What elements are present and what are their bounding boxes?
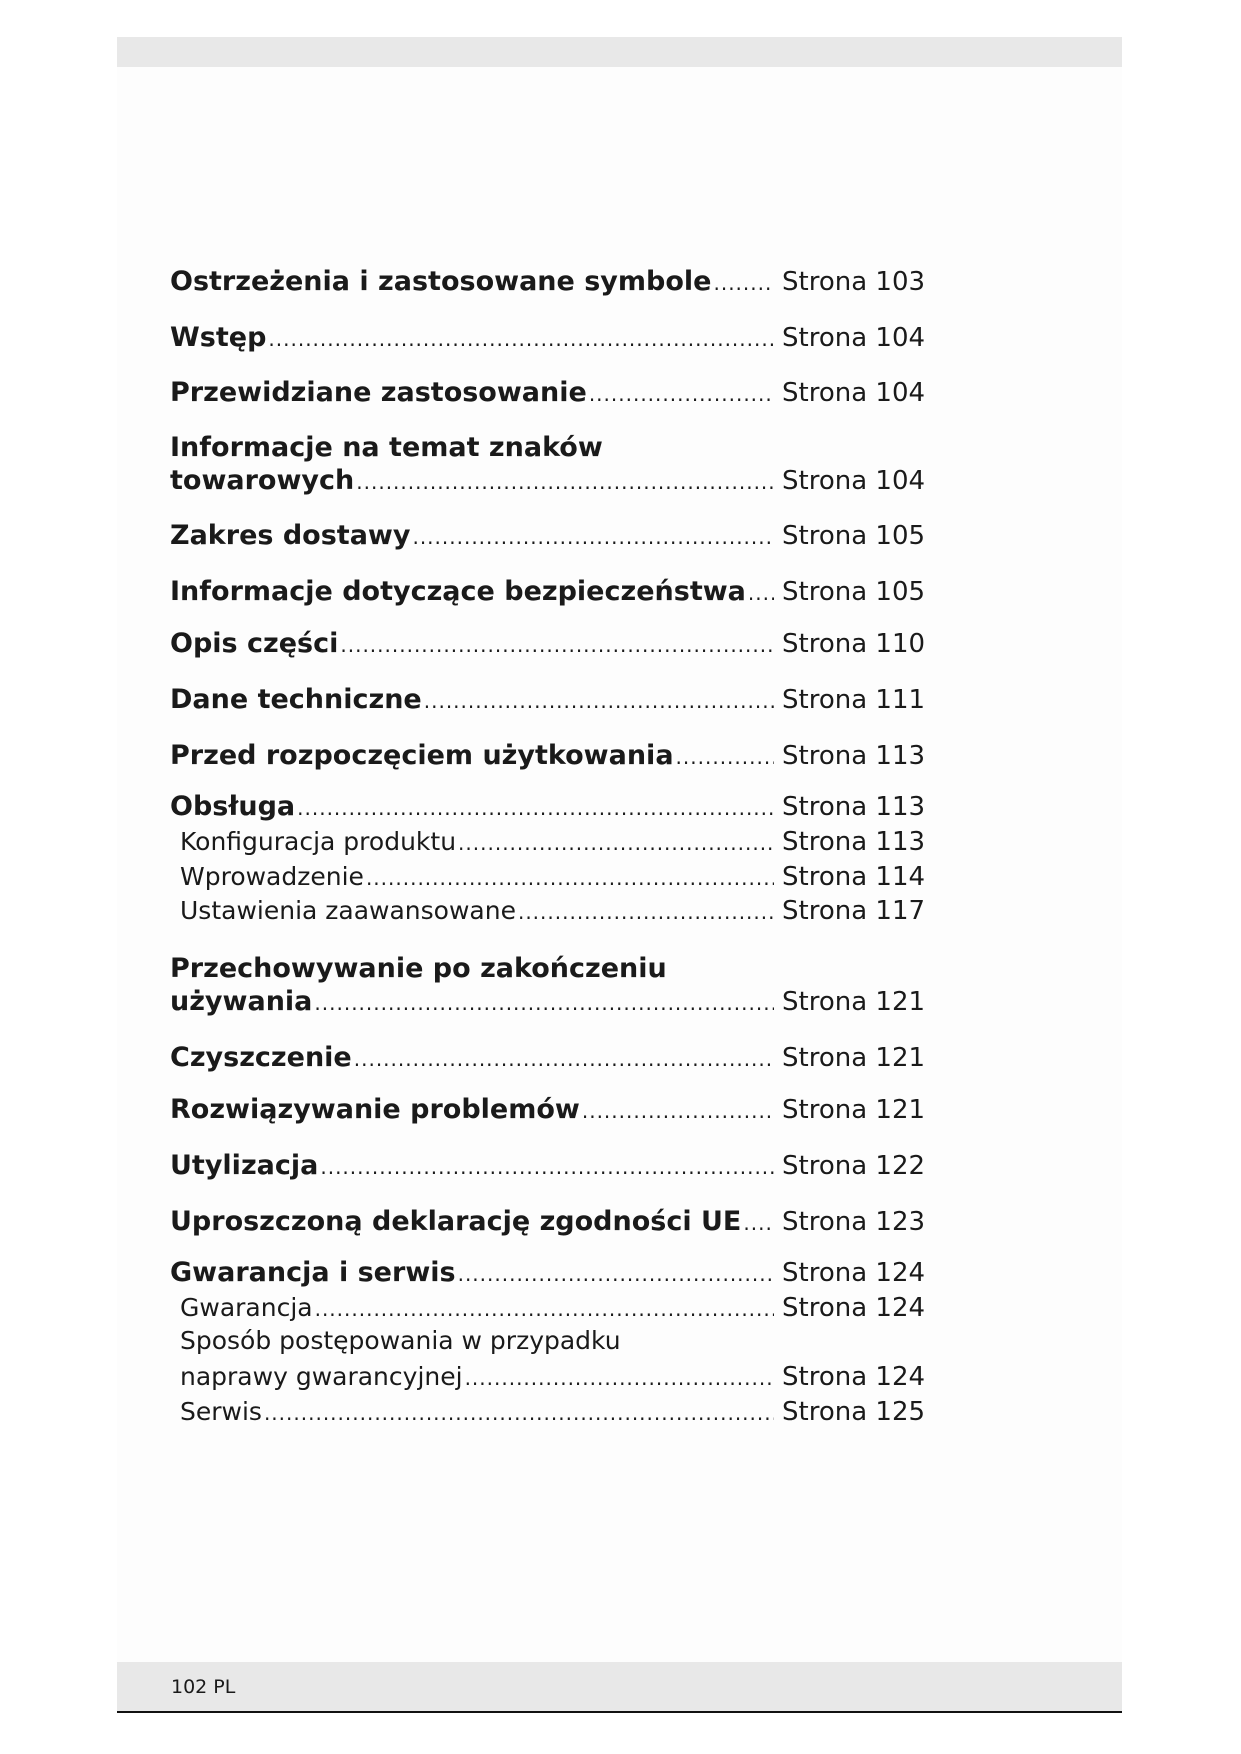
toc-entry[interactable]: Opis części Strona 110 [170, 628, 926, 659]
dot-leader [315, 1297, 774, 1321]
toc-entry[interactable]: Ostrzeżenia i zastosowane symbole Strona … [170, 266, 926, 297]
dot-leader [297, 796, 774, 820]
toc-entry-title: używania [170, 986, 313, 1017]
toc-entry-title: Obsługa [170, 791, 296, 822]
toc-entry-page: Strona 104 [782, 466, 926, 496]
toc-entry-page: Strona 113 [782, 792, 926, 822]
toc-entry[interactable]: Zakres dostawy Strona 105 [170, 520, 926, 551]
toc-entry[interactable]: naprawy gwarancyjnej Strona 124 [180, 1362, 926, 1392]
toc-entry-page: Strona 110 [782, 629, 926, 659]
toc-entry[interactable]: Konfiguracja produktu Strona 113 [180, 827, 926, 857]
toc-entry[interactable]: używania Strona 121 [170, 986, 926, 1017]
dot-leader [743, 1211, 774, 1235]
toc-entry[interactable]: Informacje dotyczące bezpieczeństwa Stron… [170, 576, 926, 607]
toc-entry-page: Strona 124 [782, 1293, 926, 1323]
toc-entry-page: Strona 121 [782, 1095, 926, 1125]
toc-entry-page: Strona 123 [782, 1207, 926, 1237]
toc-entry-page: Strona 104 [782, 323, 926, 353]
header-bar [117, 37, 1122, 67]
toc-entry-title: towarowych [170, 465, 355, 496]
toc-entry-title: Konfiguracja produktu [180, 827, 457, 856]
dot-leader [748, 581, 774, 605]
toc-entry-page: Strona 121 [782, 987, 926, 1017]
toc-entry-page: Strona 105 [782, 521, 926, 551]
dot-leader [589, 382, 774, 406]
toc-entry-title: Wstęp [170, 322, 267, 353]
toc-entry[interactable]: Czyszczenie Strona 121 [170, 1042, 926, 1073]
toc-entry-page: Strona 124 [782, 1362, 926, 1392]
toc-entry-page: Strona 113 [782, 741, 926, 771]
toc-entry-page: Strona 114 [782, 862, 926, 892]
toc-entry-title: Rozwiązywanie problemów [170, 1094, 580, 1125]
dot-leader [314, 991, 774, 1015]
toc-entry[interactable]: Wprowadzenie Strona 114 [180, 862, 926, 892]
dot-leader [424, 689, 774, 713]
toc-entry-page: Strona 103 [782, 267, 926, 297]
footer-bar: 102 PL [117, 1662, 1122, 1713]
dot-leader [268, 327, 774, 351]
dot-leader [320, 1155, 774, 1179]
dot-leader [582, 1099, 774, 1123]
toc-entry-page: Strona 125 [782, 1397, 926, 1427]
toc-entry-title: Ostrzeżenia i zastosowane symbole [170, 266, 712, 297]
toc-entry-title: Gwarancja i serwis [170, 1257, 456, 1288]
toc-entry-page: Strona 117 [782, 896, 926, 926]
toc-entry-title: Uproszczoną deklarację zgodności UE [170, 1206, 742, 1237]
dot-leader [354, 1047, 774, 1071]
toc-entry[interactable]: Obsługa Strona 113 [170, 791, 926, 822]
toc-entry[interactable]: Rozwiązywanie problemów Strona 121 [170, 1094, 926, 1125]
toc-entry[interactable]: towarowych Strona 104 [170, 465, 926, 496]
toc-entry-title: Ustawienia zaawansowane [180, 896, 516, 925]
toc-entry-title: Serwis [180, 1397, 262, 1426]
toc-entry[interactable]: Gwarancja i serwis Strona 124 [170, 1257, 926, 1288]
toc-entry-page: Strona 124 [782, 1258, 926, 1288]
toc-entry[interactable]: Utylizacja Strona 122 [170, 1150, 926, 1181]
dot-leader [340, 633, 774, 657]
toc-entry[interactable]: Dane techniczne Strona 111 [170, 684, 926, 715]
toc-entry-page: Strona 111 [782, 685, 926, 715]
toc-entry-title: Zakres dostawy [170, 520, 411, 551]
dot-leader [713, 271, 774, 295]
dot-leader [518, 900, 774, 924]
toc-entry-title: Informacje dotyczące bezpieczeństwa [170, 576, 746, 607]
dot-leader [412, 525, 774, 549]
dot-leader [458, 1262, 774, 1286]
dot-leader [366, 866, 774, 890]
toc-entry-page: Strona 105 [782, 577, 926, 607]
toc-entry-page: Strona 113 [782, 827, 926, 857]
toc-entry[interactable]: Wstęp Strona 104 [170, 322, 926, 353]
dot-leader [356, 470, 774, 494]
toc-entry-title-line: Przechowywanie po zakończeniu [170, 953, 667, 984]
toc-entry[interactable]: Ustawienia zaawansowane Strona 117 [180, 896, 926, 926]
toc-entry-title: Dane techniczne [170, 684, 422, 715]
toc-entry-page: Strona 104 [782, 378, 926, 408]
toc-entry-title: Przed rozpoczęciem użytkowania [170, 740, 674, 771]
toc-entry-title: Gwarancja [180, 1293, 313, 1322]
toc-entry[interactable]: Gwarancja Strona 124 [180, 1293, 926, 1323]
toc-entry-title: Przewidziane zastosowanie [170, 377, 587, 408]
dot-leader [465, 1366, 774, 1390]
toc-entry[interactable]: Serwis Strona 125 [180, 1397, 926, 1427]
toc-entry-title: Wprowadzenie [180, 862, 364, 891]
toc-entry-page: Strona 122 [782, 1151, 926, 1181]
toc-entry-title-line: Informacje na temat znaków [170, 432, 603, 463]
toc-entry[interactable]: Przewidziane zastosowanie Strona 104 [170, 377, 926, 408]
dot-leader [264, 1401, 774, 1425]
toc-entry-title: Utylizacja [170, 1150, 319, 1181]
toc-entry-title: Czyszczenie [170, 1042, 352, 1073]
toc-entry-title: Opis części [170, 628, 339, 659]
toc-entry-title-line: Sposób postępowania w przypadku [180, 1326, 621, 1355]
page-number: 102 PL [171, 1676, 236, 1698]
toc-entry-page: Strona 121 [782, 1043, 926, 1073]
dot-leader [458, 831, 774, 855]
toc-entry-title: naprawy gwarancyjnej [180, 1362, 463, 1391]
toc-entry[interactable]: Przed rozpoczęciem użytkowania Strona 113 [170, 740, 926, 771]
dot-leader [676, 745, 774, 769]
toc-entry[interactable]: Uproszczoną deklarację zgodności UE Stron… [170, 1206, 926, 1237]
